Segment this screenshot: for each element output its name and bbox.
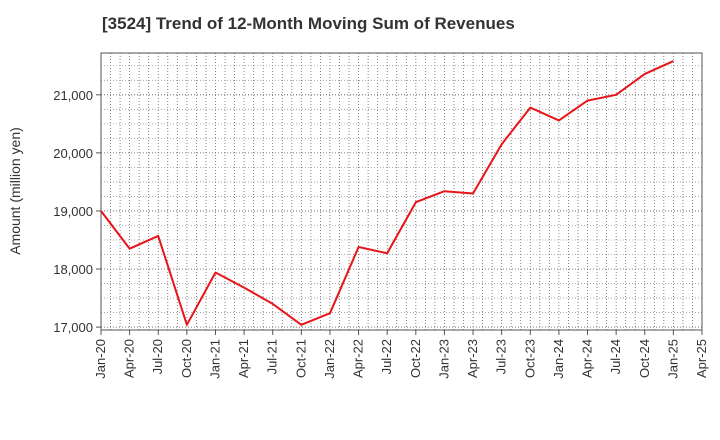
y-tick-label: 19,000 [53,204,93,219]
x-tick-label: Jan-24 [551,339,566,379]
chart-title: [3524] Trend of 12-Month Moving Sum of R… [102,14,515,33]
x-axis-ticks: Jan-20 Apr-20 Jul-20 Oct-20 Jan-21 Apr-21 Jul-… [93,330,709,379]
x-tick-label: Jul-21 [265,339,280,374]
x-tick-label: Oct-23 [522,339,537,378]
x-tick-label: Oct-21 [293,339,308,378]
x-tick-label: Jul-22 [379,339,394,374]
x-tick-label: Jan-20 [93,339,108,379]
x-tick-label: Apr-20 [122,339,137,378]
y-tick-label: 20,000 [53,146,93,161]
x-tick-label: Jul-20 [150,339,165,374]
x-tick-label: Apr-22 [351,339,366,378]
x-tick-label: Oct-24 [637,339,652,378]
grid-lines [101,53,702,330]
x-tick-label: Jan-23 [436,339,451,379]
x-tick-label: Jan-21 [207,339,222,379]
series-line [100,60,674,326]
x-tick-label: Jul-23 [494,339,509,374]
x-tick-label: Apr-25 [694,339,709,378]
y-tick-label: 18,000 [53,262,93,277]
x-tick-label: Jan-25 [665,339,680,379]
x-tick-label: Apr-21 [236,339,251,378]
x-tick-label: Jul-24 [608,339,623,374]
y-tick-label: 17,000 [53,320,93,335]
x-tick-label: Apr-23 [465,339,480,378]
x-tick-label: Oct-20 [179,339,194,378]
plot-area-frame [100,52,703,331]
x-tick-label: Apr-24 [580,339,595,378]
y-axis-ticks: 17,000 18,000 19,000 20,000 21,000 [53,88,101,335]
y-tick-label: 21,000 [53,88,93,103]
x-tick-label: Jan-22 [322,339,337,379]
x-tick-label: Oct-22 [408,339,423,378]
